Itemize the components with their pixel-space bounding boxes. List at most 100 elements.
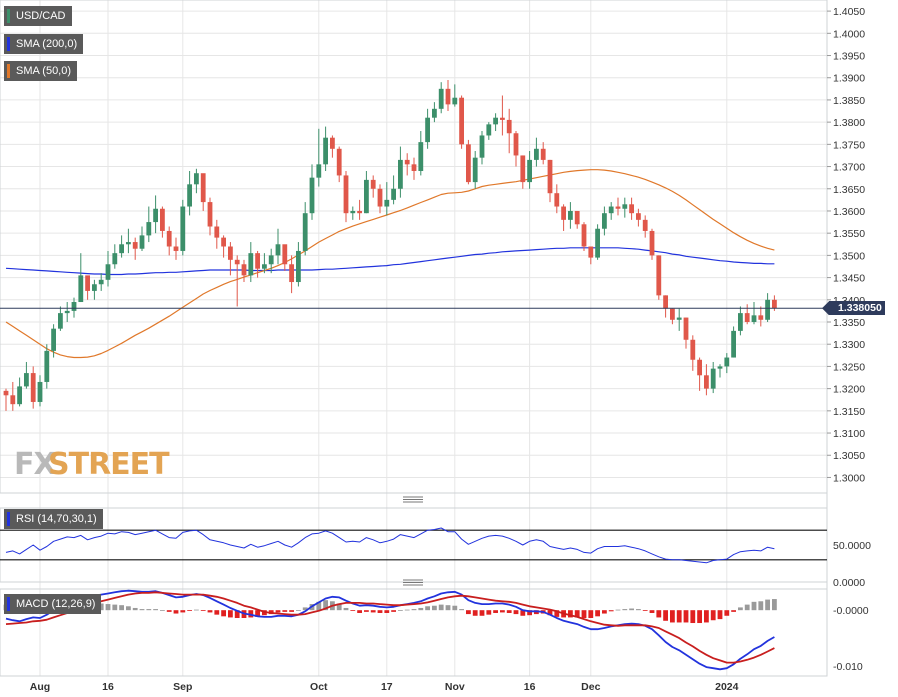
candle-body — [602, 213, 607, 229]
candle-body — [78, 275, 84, 303]
histogram-bar — [207, 610, 213, 613]
histogram-bar — [772, 599, 777, 611]
candle-body — [459, 97, 464, 145]
candlestick — [24, 361, 29, 389]
candlestick — [547, 159, 553, 203]
histogram-bar — [527, 610, 532, 616]
histogram-bar — [717, 610, 723, 620]
histogram-bar — [697, 610, 702, 624]
candlestick — [207, 197, 213, 236]
histogram-bar — [636, 609, 641, 611]
candlestick — [506, 108, 512, 154]
candle-body — [37, 381, 43, 402]
sma-50-line — [5, 169, 775, 359]
candle-body — [466, 144, 471, 183]
candle-body — [744, 313, 750, 323]
candlestick — [581, 222, 587, 251]
candlestick — [642, 215, 648, 238]
candlestick — [568, 202, 573, 229]
candle-body — [751, 315, 757, 323]
candlestick — [92, 279, 97, 300]
candle-body — [554, 193, 560, 207]
candle-body — [194, 173, 199, 185]
candle-body — [710, 368, 716, 389]
histogram-bar — [588, 610, 594, 618]
macd-path — [5, 589, 775, 671]
candle-body — [574, 210, 580, 225]
candlestick — [656, 255, 662, 300]
candlestick — [58, 306, 63, 331]
candle-body — [540, 148, 546, 160]
resize-handle-rsi[interactable] — [403, 496, 423, 503]
candle-body — [234, 259, 240, 265]
rsi-label[interactable]: RSI (14,70,30,1) — [4, 509, 103, 529]
time-tick-label: Aug — [30, 681, 50, 693]
macd-tick-label: -0.010 — [833, 661, 863, 673]
candlesticks — [3, 79, 777, 411]
sma-50-label[interactable]: SMA (50,0) — [4, 61, 78, 81]
candlestick — [248, 242, 254, 283]
symbol-label[interactable]: USD/CAD — [4, 6, 72, 26]
histogram-bar — [642, 610, 648, 611]
candlestick — [500, 95, 505, 136]
histogram-bar — [656, 610, 662, 618]
candle-body — [132, 242, 138, 249]
candle-body — [166, 230, 172, 247]
candlestick — [309, 164, 315, 220]
histogram-bar — [194, 609, 199, 611]
candle-body — [690, 339, 696, 360]
candlestick — [146, 206, 152, 243]
candle-body — [479, 135, 485, 158]
panel-resize-handles[interactable] — [403, 496, 423, 586]
candlestick — [112, 244, 118, 269]
candle-body — [656, 255, 662, 296]
candlestick — [438, 82, 444, 114]
candle-body — [642, 219, 648, 231]
candlestick — [588, 246, 594, 265]
candle-body — [336, 148, 342, 176]
histogram-bar — [710, 610, 716, 621]
candle-body — [404, 159, 410, 165]
candle-body — [452, 97, 458, 105]
macd-swatch — [7, 597, 10, 611]
histogram-bar — [180, 610, 186, 613]
candle-body — [173, 246, 179, 251]
histogram-bar — [425, 606, 430, 611]
histogram-bar — [568, 610, 573, 618]
candlestick — [520, 155, 526, 189]
candle-body — [64, 310, 70, 314]
macd-label[interactable]: MACD (12,26,9) — [4, 594, 102, 614]
histogram-bar — [479, 610, 485, 616]
candle-body — [262, 264, 267, 269]
candlestick — [350, 206, 356, 220]
histogram-bar — [581, 610, 587, 618]
histogram-bar — [221, 610, 226, 617]
candlestick — [697, 357, 702, 391]
histogram-bar — [398, 610, 403, 611]
rsi-line — [5, 527, 775, 564]
sma-200-label[interactable]: SMA (200,0) — [4, 34, 84, 54]
histogram-bar — [316, 601, 322, 611]
histogram-bar — [554, 610, 560, 617]
price-tick-label: 1.3500 — [833, 250, 865, 262]
candle-body — [268, 255, 274, 265]
histogram-bar — [336, 603, 342, 611]
sma-200-path — [5, 247, 775, 276]
resize-handle-macd[interactable] — [403, 579, 423, 586]
candle-body — [3, 390, 9, 396]
candle-body — [85, 275, 90, 291]
macd-text: MACD (12,26,9) — [16, 598, 96, 610]
histogram-bar — [302, 607, 308, 611]
candlestick — [64, 302, 70, 323]
candlestick — [411, 157, 417, 180]
candlestick — [663, 295, 668, 318]
price-tick-label: 1.3650 — [833, 184, 865, 196]
candle-body — [296, 250, 301, 283]
candle-body — [493, 117, 498, 125]
rsi-tick-label: 0.0000 — [833, 577, 865, 589]
histogram-bar — [452, 605, 458, 611]
candle-body — [676, 317, 682, 320]
candle-body — [323, 137, 328, 165]
histogram-bar — [166, 610, 172, 612]
sma-50-path — [5, 169, 775, 359]
